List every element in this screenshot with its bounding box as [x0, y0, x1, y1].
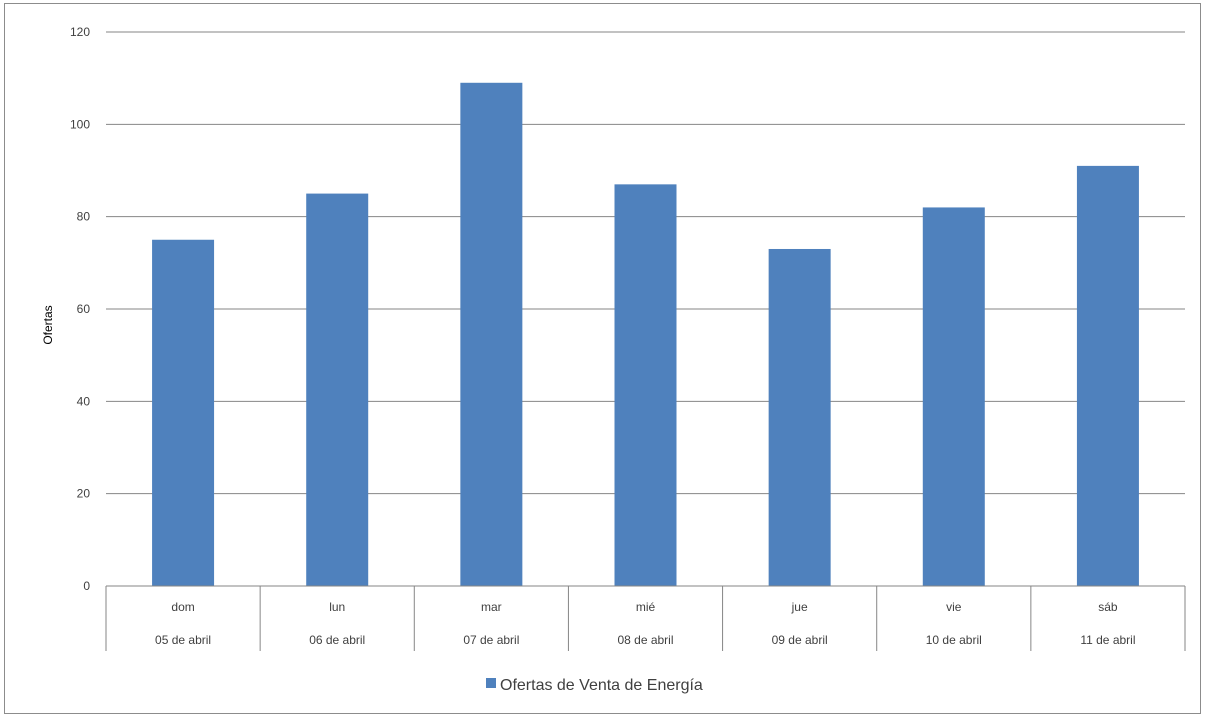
x-tick-label-day: dom — [171, 600, 194, 614]
bar — [1076, 165, 1139, 586]
legend-label: Ofertas de Venta de Energía — [500, 677, 703, 694]
y-tick-label: 80 — [77, 210, 91, 224]
bar — [152, 239, 215, 586]
x-tick-label-day: vie — [946, 600, 962, 614]
y-axis-ticks: 0 20 40 60 80 100 120 — [70, 25, 90, 593]
x-tick-label-day: jue — [791, 600, 808, 614]
y-tick-label: 60 — [77, 302, 91, 316]
x-tick-label-day: mié — [636, 600, 656, 614]
x-tick-label-date: 06 de abril — [309, 633, 365, 647]
x-tick-label-date: 10 de abril — [926, 633, 982, 647]
x-tick-label-day: sáb — [1098, 600, 1118, 614]
x-tick-label-date: 05 de abril — [155, 633, 211, 647]
y-tick-label: 20 — [77, 487, 91, 501]
x-tick-label-date: 08 de abril — [617, 633, 673, 647]
bars — [152, 82, 1139, 587]
gridlines — [106, 31, 1185, 495]
bar — [460, 82, 523, 587]
x-tick-label-day: lun — [329, 600, 345, 614]
y-axis-title: Ofertas — [41, 305, 55, 344]
x-tick-label-day: mar — [481, 600, 502, 614]
bar — [306, 193, 369, 587]
bar — [768, 248, 831, 586]
x-axis: dom 05 de abril lun 06 de abril mar 07 de abr… — [105, 585, 1186, 651]
x-tick-label-date: 07 de abril — [463, 633, 519, 647]
y-tick-label: 100 — [70, 117, 90, 131]
bar — [614, 184, 677, 586]
y-tick-label: 120 — [70, 25, 90, 39]
x-tick-label-date: 09 de abril — [772, 633, 828, 647]
legend-swatch — [486, 678, 496, 688]
y-tick-label: 40 — [77, 394, 91, 408]
legend: Ofertas de Venta de Energía — [486, 677, 703, 694]
y-tick-label: 0 — [83, 579, 90, 593]
x-tick-label-date: 11 de abril — [1080, 633, 1135, 647]
bar — [922, 207, 985, 586]
